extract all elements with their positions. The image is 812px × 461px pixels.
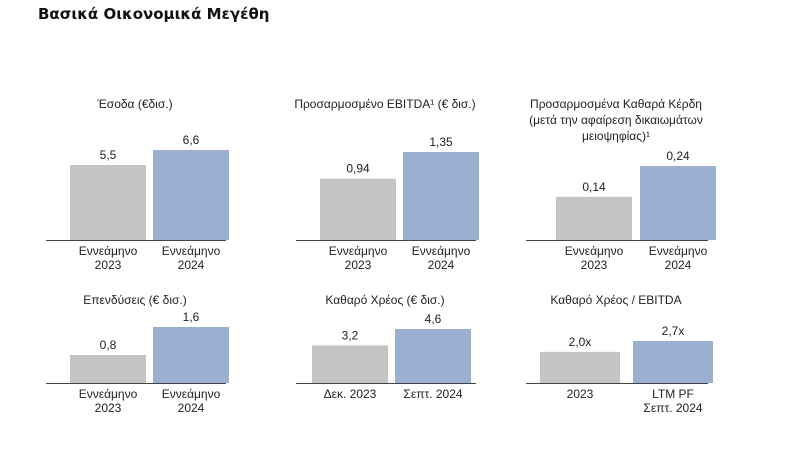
chart-title-line: Προσαρμοσμένα Καθαρά Κέρδη xyxy=(530,97,702,111)
data-label: 0,14 xyxy=(582,180,606,194)
data-label: 1,6 xyxy=(183,310,200,324)
chart-title-line: (μετά την αφαίρεση δικαιωμάτων xyxy=(529,113,703,127)
bar xyxy=(153,327,229,383)
chart-title-line: Επενδύσεις (€ δισ.) xyxy=(83,293,187,307)
bar xyxy=(640,166,716,240)
data-label: 3,2 xyxy=(342,328,359,342)
chart-title: Προσαρμοσμένο EBITDA¹ (€ δισ.) xyxy=(290,96,480,112)
category-label: 2023 xyxy=(95,401,122,415)
category-label: Σεπτ. 2024 xyxy=(403,387,462,401)
page-title: Βασικά Οικονομικά Μεγέθη xyxy=(38,5,270,23)
category-label: Εννεάμηνο xyxy=(162,244,221,258)
chart-plot: 3,2 Δεκ. 2023 4,6 Σεπτ. 2024 xyxy=(296,312,476,401)
category-label: 2023 xyxy=(345,258,372,272)
category-label: 2024 xyxy=(665,258,692,272)
bar xyxy=(320,178,396,240)
data-label: 0,8 xyxy=(100,338,117,352)
data-label: 6,6 xyxy=(183,133,200,147)
chart-title: Έσοδα (€δισ.) xyxy=(40,96,230,112)
data-label: 0,94 xyxy=(346,162,370,176)
chart-investments: Επενδύσεις (€ δισ.) 0,8 Εννεάμηνο 2023 1,6 Εν… xyxy=(40,292,230,432)
data-label: 2,0x xyxy=(569,335,592,349)
category-label: Εννεάμηνο xyxy=(162,387,221,401)
bar xyxy=(403,152,479,240)
category-label: Δεκ. 2023 xyxy=(324,387,377,401)
bar xyxy=(395,329,471,383)
data-label: 0,24 xyxy=(666,149,690,163)
chart-title-line: Καθαρό Χρέος (€ δισ.) xyxy=(325,293,445,307)
data-label: 2,7x xyxy=(662,324,685,338)
category-label: 2023 xyxy=(567,387,594,401)
bar xyxy=(312,345,388,383)
bar xyxy=(540,351,620,383)
bar xyxy=(633,341,713,383)
chart-net-debt-to-ebitda: Καθαρό Χρέος / EBITDA 2,0x 2023 2,7x LTM PF Σ… xyxy=(520,292,713,432)
category-label: 2024 xyxy=(178,401,205,415)
category-label: 2024 xyxy=(428,258,455,272)
category-label: 2023 xyxy=(581,258,608,272)
data-label: 4,6 xyxy=(425,312,442,326)
chart-title-line: Προσαρμοσμένο EBITDA¹ (€ δισ.) xyxy=(294,97,476,111)
category-label: 2024 xyxy=(178,258,205,272)
category-label: 2023 xyxy=(95,258,122,272)
bar xyxy=(70,165,146,240)
category-label: Εννεάμηνο xyxy=(412,244,471,258)
chart-net-debt: Καθαρό Χρέος (€ δισ.) 3,2 Δεκ. 2023 4,6 Σεπτ… xyxy=(290,292,480,432)
bar xyxy=(153,150,229,240)
chart-title: Καθαρό Χρέος (€ δισ.) xyxy=(290,292,480,308)
category-label: Εννεάμηνο xyxy=(649,244,708,258)
chart-title-line: μειοψηφίας)¹ xyxy=(582,129,650,143)
chart-adjusted-ebitda: Προσαρμοσμένο EBITDA¹ (€ δισ.) 0,94 Εννεάμ… xyxy=(290,96,480,276)
category-label: Σεπτ. 2024 xyxy=(643,401,702,415)
data-label: 5,5 xyxy=(100,148,117,162)
category-label: Εννεάμηνο xyxy=(79,387,138,401)
chart-title: Καθαρό Χρέος / EBITDA xyxy=(520,292,712,308)
category-label: Εννεάμηνο xyxy=(565,244,624,258)
category-label: Εννεάμηνο xyxy=(329,244,388,258)
chart-title: Επενδύσεις (€ δισ.) xyxy=(40,292,230,308)
category-label: Εννεάμηνο xyxy=(79,244,138,258)
chart-title-line: Έσοδα (€δισ.) xyxy=(97,97,173,111)
data-label: 1,35 xyxy=(429,135,453,149)
chart-revenue: Έσοδα (€δισ.) 5,5 Εννεάμηνο 2023 6,6 Εννεάμην… xyxy=(40,96,230,276)
category-label: LTM PF xyxy=(652,387,694,401)
chart-title-line: Καθαρό Χρέος / EBITDA xyxy=(550,293,682,307)
bar xyxy=(556,196,632,240)
chart-adjusted-net-profit: Προσαρμοσμένα Καθαρά Κέρδη (μετά την αφαί… xyxy=(520,96,716,276)
chart-title: Προσαρμοσμένα Καθαρά Κέρδη (μετά την αφαί… xyxy=(520,96,712,144)
bar xyxy=(70,355,146,383)
